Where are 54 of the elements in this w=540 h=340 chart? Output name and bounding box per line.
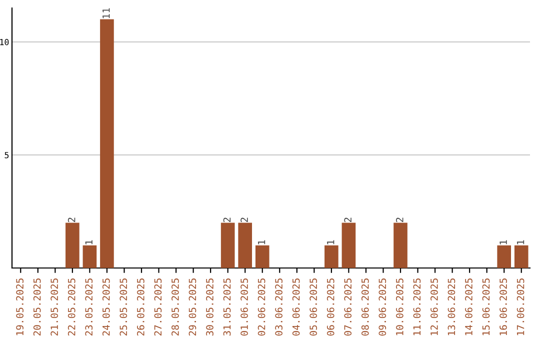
data-label: 2 xyxy=(240,218,248,222)
x-tick-label: 22.05.2025 xyxy=(68,278,76,336)
x-tick-label: 19.05.2025 xyxy=(16,278,24,336)
bar xyxy=(238,222,252,268)
bar xyxy=(497,245,512,268)
bar xyxy=(394,222,408,268)
x-tick-label: 30.05.2025 xyxy=(206,278,214,336)
bar xyxy=(66,222,80,268)
y-tick-label: 5 xyxy=(4,152,9,158)
x-tick-label: 02.06.2025 xyxy=(258,278,266,336)
x-tick-label: 05.06.2025 xyxy=(310,278,318,336)
x-tick-label: 28.05.2025 xyxy=(172,278,179,336)
bar xyxy=(82,245,97,268)
x-tick-label: 04.06.2025 xyxy=(292,278,300,336)
data-label: 1 xyxy=(85,240,92,244)
data-label: 11 xyxy=(102,8,110,18)
x-tick-label: 24.05.2025 xyxy=(102,278,110,336)
y-tick-label: 10 xyxy=(0,38,9,46)
x-tick-label: 08.06.2025 xyxy=(361,278,369,336)
bar xyxy=(324,245,338,268)
x-tick-label: 29.05.2025 xyxy=(188,278,196,336)
bar xyxy=(255,245,270,268)
x-tick-label: 20.05.2025 xyxy=(33,278,41,336)
x-tick-label: 12.06.2025 xyxy=(430,278,438,336)
x-tick-label: 17.06.2025 xyxy=(516,278,524,336)
bar xyxy=(514,245,528,268)
data-label: 1 xyxy=(500,240,507,244)
x-tick-label: 09.06.2025 xyxy=(378,278,386,336)
x-tick-label: 06.06.2025 xyxy=(326,278,334,336)
x-tick-label: 03.06.2025 xyxy=(275,278,282,336)
data-label: 2 xyxy=(223,218,231,222)
x-tick-label: 25.05.2025 xyxy=(120,278,128,336)
x-tick-label: 14.06.2025 xyxy=(465,278,472,336)
x-tick-label: 10.06.2025 xyxy=(396,278,404,336)
x-tick-label: 16.06.2025 xyxy=(500,278,507,336)
bar xyxy=(100,19,114,268)
x-tick-label: 21.05.2025 xyxy=(50,278,58,336)
x-tick-label: 31.05.2025 xyxy=(223,278,231,336)
x-tick-label: 11.06.2025 xyxy=(413,278,421,336)
x-tick-label: 07.06.2025 xyxy=(344,278,352,336)
x-tick-label: 13.06.2025 xyxy=(448,278,456,336)
x-tick-label: 23.05.2025 xyxy=(85,278,93,336)
x-tick-label: 26.05.2025 xyxy=(136,278,144,336)
x-tick-label: 01.06.2025 xyxy=(240,278,248,336)
data-label: 1 xyxy=(516,240,524,244)
bar xyxy=(342,222,356,268)
data-label: 1 xyxy=(258,240,266,244)
data-label: 2 xyxy=(396,218,404,222)
data-label: 1 xyxy=(327,240,334,244)
x-tick-label: 27.05.2025 xyxy=(154,278,162,336)
bar xyxy=(220,222,235,268)
x-tick-label: 15.06.2025 xyxy=(482,278,490,336)
data-label: 2 xyxy=(344,218,352,222)
data-label: 2 xyxy=(68,218,76,222)
